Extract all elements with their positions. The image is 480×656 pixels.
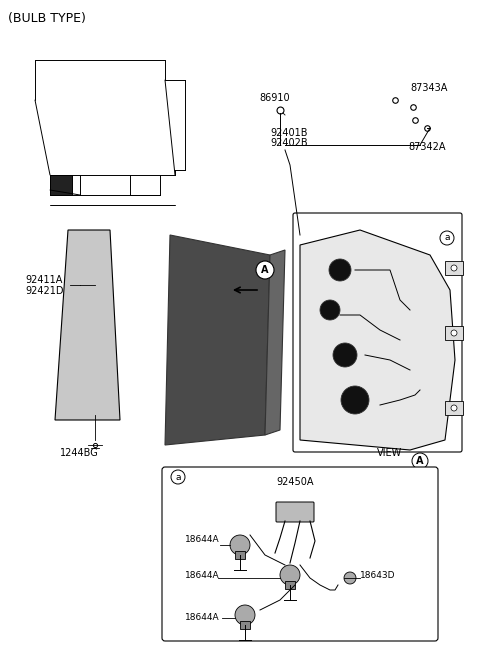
Text: 1244BG: 1244BG: [60, 448, 99, 458]
Polygon shape: [265, 250, 285, 435]
Text: 92450A: 92450A: [276, 477, 314, 487]
Text: 92402B: 92402B: [270, 138, 308, 148]
Circle shape: [329, 259, 351, 281]
Circle shape: [171, 470, 185, 484]
Text: 87342A: 87342A: [408, 142, 445, 152]
Text: 18644A: 18644A: [185, 613, 220, 623]
FancyBboxPatch shape: [276, 502, 314, 522]
Text: 92401B: 92401B: [270, 128, 308, 138]
Bar: [240, 621, 250, 629]
Circle shape: [320, 300, 340, 320]
Text: 18643D: 18643D: [360, 571, 396, 579]
Polygon shape: [55, 230, 120, 420]
Bar: [235, 551, 245, 559]
Circle shape: [440, 231, 454, 245]
Bar: [445, 401, 463, 415]
Circle shape: [451, 330, 457, 336]
Text: 92411A: 92411A: [25, 275, 62, 285]
Text: a: a: [444, 234, 450, 243]
Circle shape: [256, 261, 274, 279]
Text: a: a: [175, 472, 181, 482]
Polygon shape: [300, 230, 455, 450]
FancyBboxPatch shape: [293, 213, 462, 452]
Bar: [50, 175, 72, 195]
Polygon shape: [165, 235, 270, 445]
Circle shape: [230, 535, 250, 555]
Text: VIEW: VIEW: [377, 448, 403, 458]
Circle shape: [451, 265, 457, 271]
Text: (BULB TYPE): (BULB TYPE): [8, 12, 86, 25]
Circle shape: [341, 386, 369, 414]
Text: 92421D: 92421D: [25, 286, 63, 296]
Bar: [445, 261, 463, 275]
Text: 86910: 86910: [260, 93, 290, 103]
Circle shape: [344, 572, 356, 584]
Circle shape: [333, 343, 357, 367]
Text: 18644A: 18644A: [185, 535, 220, 544]
Circle shape: [280, 565, 300, 585]
Circle shape: [451, 405, 457, 411]
Text: A: A: [416, 456, 424, 466]
Text: 18644A: 18644A: [185, 571, 220, 579]
Circle shape: [412, 453, 428, 469]
FancyBboxPatch shape: [162, 467, 438, 641]
Bar: [285, 581, 295, 589]
Bar: [445, 326, 463, 340]
Text: 87343A: 87343A: [410, 83, 447, 93]
Circle shape: [235, 605, 255, 625]
Text: A: A: [261, 265, 269, 275]
